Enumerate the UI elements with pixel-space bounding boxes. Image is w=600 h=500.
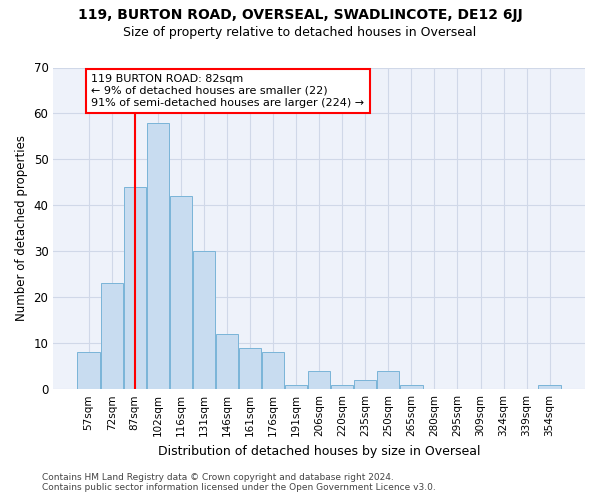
Bar [538, 384, 561, 389]
Bar [193, 252, 215, 389]
Bar [216, 334, 238, 389]
Bar [354, 380, 376, 389]
Bar [239, 348, 261, 389]
Bar [400, 384, 422, 389]
Text: 119, BURTON ROAD, OVERSEAL, SWADLINCOTE, DE12 6JJ: 119, BURTON ROAD, OVERSEAL, SWADLINCOTE,… [77, 8, 523, 22]
Bar [124, 187, 146, 389]
Text: Size of property relative to detached houses in Overseal: Size of property relative to detached ho… [124, 26, 476, 39]
Text: 119 BURTON ROAD: 82sqm
← 9% of detached houses are smaller (22)
91% of semi-deta: 119 BURTON ROAD: 82sqm ← 9% of detached … [91, 74, 365, 108]
Bar [377, 371, 400, 389]
Y-axis label: Number of detached properties: Number of detached properties [15, 136, 28, 322]
Bar [285, 384, 307, 389]
Bar [170, 196, 192, 389]
X-axis label: Distribution of detached houses by size in Overseal: Distribution of detached houses by size … [158, 444, 481, 458]
Bar [262, 352, 284, 389]
Text: Contains HM Land Registry data © Crown copyright and database right 2024.
Contai: Contains HM Land Registry data © Crown c… [42, 473, 436, 492]
Bar [146, 122, 169, 389]
Bar [308, 371, 331, 389]
Bar [77, 352, 100, 389]
Bar [331, 384, 353, 389]
Bar [101, 284, 123, 389]
